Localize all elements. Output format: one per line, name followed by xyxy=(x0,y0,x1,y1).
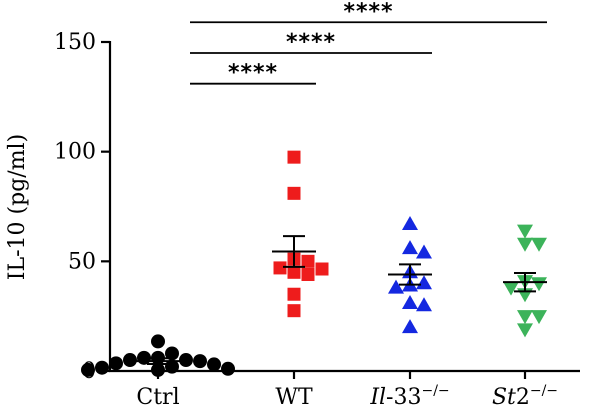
x-tick-label-part: −/− xyxy=(421,383,449,399)
significance-label: **** xyxy=(286,30,336,55)
data-point xyxy=(402,295,418,310)
data-point xyxy=(151,362,165,377)
data-point xyxy=(109,356,123,371)
y-axis-label: IL-10 (pg/ml) xyxy=(5,134,30,280)
axes: 050100150 xyxy=(54,30,580,384)
data-point xyxy=(531,237,547,252)
data-point xyxy=(273,261,287,275)
x-tick-label-part: Il xyxy=(369,385,386,410)
x-tick-label-part: St xyxy=(492,385,516,410)
y-tick-label: 150 xyxy=(54,30,96,55)
data-points xyxy=(81,150,547,377)
x-tick-label-part: 2 xyxy=(516,385,530,410)
data-point xyxy=(517,323,533,338)
data-point xyxy=(531,310,547,325)
data-point xyxy=(221,361,235,376)
x-tick-label-part: -33 xyxy=(386,385,421,410)
data-point xyxy=(301,254,315,268)
data-point xyxy=(402,319,418,334)
data-point xyxy=(193,354,207,369)
data-point xyxy=(287,186,301,200)
data-point xyxy=(301,267,315,281)
x-tick-label-part: −/− xyxy=(530,383,558,399)
data-point xyxy=(81,362,95,377)
x-tick-label-part: Ctrl xyxy=(136,385,179,410)
data-point xyxy=(416,244,432,259)
y-tick-label: 100 xyxy=(54,140,96,165)
data-point xyxy=(517,224,533,239)
data-point xyxy=(517,237,533,252)
data-point xyxy=(416,297,432,312)
data-point xyxy=(517,310,533,325)
significance-label: **** xyxy=(228,61,278,86)
category-labels: Ctrl WT Il-33−/− St2−/− xyxy=(136,383,558,410)
data-point xyxy=(315,262,329,276)
significance-brackets: **** **** **** xyxy=(190,0,547,86)
data-point xyxy=(165,346,179,361)
data-point xyxy=(287,304,301,318)
x-tick-label: Il-33−/− xyxy=(369,383,449,410)
x-tick-label: Ctrl xyxy=(136,385,179,410)
y-tick-label: 50 xyxy=(68,249,96,274)
data-point xyxy=(388,279,404,294)
data-point xyxy=(123,353,137,368)
data-point xyxy=(179,353,193,368)
data-point xyxy=(402,216,418,231)
data-point xyxy=(416,275,432,290)
x-tick-label-part: WT xyxy=(275,385,313,410)
error-bars xyxy=(136,235,547,365)
data-point xyxy=(95,360,109,375)
data-point xyxy=(207,357,221,372)
data-point xyxy=(503,281,519,296)
x-tick-label: St2−/− xyxy=(492,383,558,410)
data-point xyxy=(287,287,301,301)
x-tick-label: WT xyxy=(275,385,313,410)
data-point xyxy=(151,334,165,349)
data-point xyxy=(531,277,547,292)
data-point xyxy=(402,240,418,255)
significance-label: **** xyxy=(343,0,393,24)
data-point xyxy=(287,150,301,164)
data-point xyxy=(287,265,301,279)
